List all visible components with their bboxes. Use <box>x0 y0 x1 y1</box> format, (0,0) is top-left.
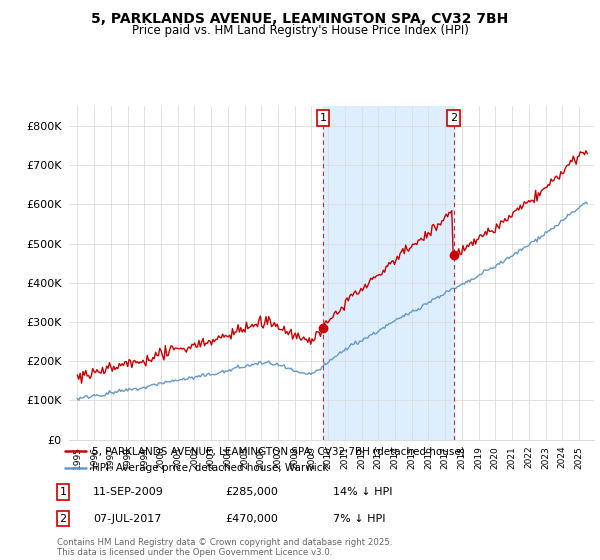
Text: 5, PARKLANDS AVENUE, LEAMINGTON SPA, CV32 7BH: 5, PARKLANDS AVENUE, LEAMINGTON SPA, CV3… <box>91 12 509 26</box>
Text: 1: 1 <box>59 487 67 497</box>
Text: Contains HM Land Registry data © Crown copyright and database right 2025.
This d: Contains HM Land Registry data © Crown c… <box>57 538 392 557</box>
Text: HPI: Average price, detached house, Warwick: HPI: Average price, detached house, Warw… <box>92 463 328 473</box>
Text: 07-JUL-2017: 07-JUL-2017 <box>93 514 161 524</box>
Text: 1: 1 <box>319 113 326 123</box>
Text: 2: 2 <box>59 514 67 524</box>
Text: £470,000: £470,000 <box>225 514 278 524</box>
Text: £285,000: £285,000 <box>225 487 278 497</box>
Text: 7% ↓ HPI: 7% ↓ HPI <box>333 514 386 524</box>
Text: Price paid vs. HM Land Registry's House Price Index (HPI): Price paid vs. HM Land Registry's House … <box>131 24 469 36</box>
Text: 5, PARKLANDS AVENUE, LEAMINGTON SPA, CV32 7BH (detached house): 5, PARKLANDS AVENUE, LEAMINGTON SPA, CV3… <box>92 446 464 456</box>
Text: 14% ↓ HPI: 14% ↓ HPI <box>333 487 392 497</box>
Text: 2: 2 <box>450 113 457 123</box>
Text: 11-SEP-2009: 11-SEP-2009 <box>93 487 164 497</box>
Bar <box>323 106 454 440</box>
